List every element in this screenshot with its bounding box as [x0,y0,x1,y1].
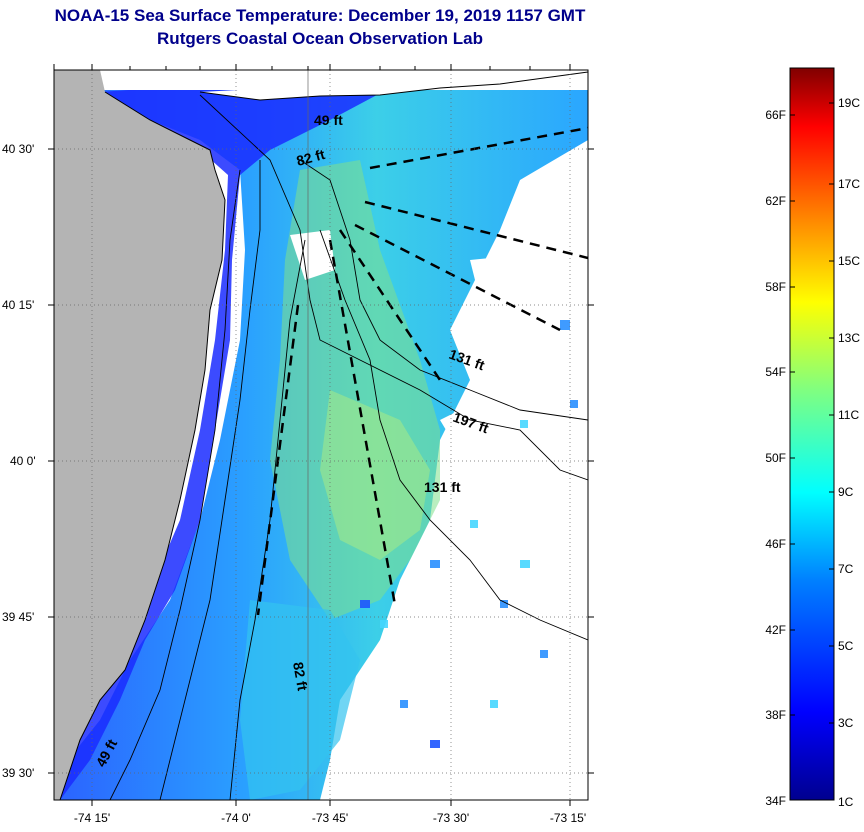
depth-label: 82 ft [290,661,311,692]
colorbar-c-label: 9C [838,485,854,499]
land-long-island [199,71,588,101]
depth-label: 49 ft [314,112,343,128]
longitude-labels: -74 15' -74 0' -73 45' -73 30' -73 15' [74,811,586,825]
fahrenheit-labels: 66F 62F 58F 54F 50F 46F 42F 38F 34F [765,108,786,808]
lon-label: -73 15' [550,811,586,825]
colorbar-c-label: 15C [838,254,860,268]
lat-label: 40 15' [2,298,34,312]
map-frame [53,69,589,801]
colorbar-f-label: 46F [765,537,786,551]
colorbar-f-label: 50F [765,451,786,465]
cloud-patch [330,360,588,800]
colorbar-f-label: 58F [765,280,786,294]
map-ticks [48,64,594,806]
colorbar-ticks [790,102,834,724]
map-subtitle: Rutgers Coastal Ocean Observation Lab [157,29,483,48]
land-new-jersey [54,70,225,800]
colorbar-c-label: 13C [838,331,860,345]
lon-label: -73 30' [433,811,469,825]
colorbar-f-label: 54F [765,365,786,379]
colorbar-c-label: 11C [838,408,859,422]
colorbar: 66F 62F 58F 54F 50F 46F 42F 38F 34F 19C … [765,67,860,809]
colorbar-f-label: 38F [765,708,786,722]
colorbar-gradient [789,67,835,801]
colorbar-c-label: 19C [838,96,860,110]
lat-label: 40 0' [10,454,36,468]
lon-label: -74 0' [221,811,251,825]
celsius-labels: 19C 17C 15C 13C 11C 9C 7C 5C 3C 1C [838,96,860,809]
lat-label: 39 45' [2,610,34,624]
lon-label: -73 45' [312,811,348,825]
colorbar-f-label: 34F [765,794,786,808]
sst-pixels [360,320,578,748]
colorbar-c-label: 1C [838,795,854,809]
depth-label: 131 ft [424,479,461,495]
map-area [54,70,588,800]
latitude-labels: 40 30' 40 15' 40 0' 39 45' 39 30' [2,142,36,780]
colorbar-f-label: 66F [765,108,786,122]
colorbar-f-label: 42F [765,623,786,637]
lon-label: -74 15' [74,811,110,825]
bathymetry-contours [109,94,588,800]
graticule [54,70,588,800]
colorbar-f-label: 62F [765,194,786,208]
colorbar-c-label: 7C [838,562,854,576]
colorbar-c-label: 17C [838,177,860,191]
lat-label: 39 30' [2,766,34,780]
lat-label: 40 30' [2,142,34,156]
map-title: NOAA-15 Sea Surface Temperature: Decembe… [54,6,586,25]
colorbar-c-label: 5C [838,639,854,653]
colorbar-c-label: 3C [838,716,854,730]
depth-label: 82 ft [295,146,327,169]
coastline [59,91,226,800]
